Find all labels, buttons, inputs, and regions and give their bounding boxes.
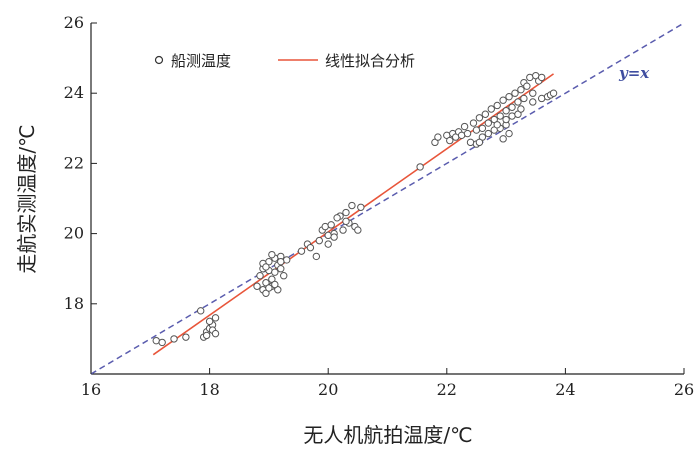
scatter-point: [262, 263, 270, 271]
scatter-point: [324, 240, 332, 248]
scatter-point: [472, 126, 481, 134]
scatter-point: [357, 203, 365, 211]
scatter-point: [478, 124, 487, 133]
scatter-point: [475, 114, 484, 122]
reference-line-y-equals-x: [90, 22, 685, 375]
scatter-point: [342, 208, 350, 217]
scatter-point: [277, 257, 285, 266]
y-tick-label: 26: [64, 13, 84, 32]
scatter-point: [537, 94, 546, 103]
scatter-point: [487, 105, 495, 113]
scatter-point: [271, 280, 279, 289]
scatter-point: [327, 221, 335, 229]
scatter-point: [182, 333, 190, 341]
legend-marker-points: [154, 55, 164, 65]
scatter-point: [493, 121, 501, 129]
scatter-point: [549, 89, 558, 97]
scatter-point: [324, 231, 332, 240]
scatter-point: [529, 89, 537, 97]
scatter-point: [463, 129, 472, 138]
tick-layer: 16 18 20 22 24 26 18 20 22 24 26: [64, 13, 695, 399]
scatter-point: [505, 93, 513, 101]
scatter-point: [253, 282, 261, 290]
scatter-point: [499, 96, 507, 104]
scatter-point: [339, 226, 347, 234]
scatter-point: [475, 138, 484, 147]
scatter-point: [416, 163, 424, 171]
scatter-point: [197, 307, 205, 315]
scatter-point: [211, 314, 220, 322]
scatter-point: [508, 112, 516, 120]
y-tick-label: 24: [64, 83, 84, 102]
scatter-point: [282, 256, 291, 264]
scatter-point: [469, 119, 478, 127]
scatter-point: [537, 73, 546, 82]
scatter-point: [446, 136, 454, 145]
scatter-point: [265, 284, 273, 292]
scatter-point: [354, 226, 362, 234]
scatter-point: [526, 73, 534, 82]
reference-line-layer: [90, 22, 685, 375]
axes: [90, 23, 684, 375]
scatter-point: [256, 272, 264, 280]
scatter-point: [484, 119, 493, 127]
scatter-point: [484, 129, 493, 138]
scatter-point: [434, 133, 442, 141]
scatter-point: [508, 103, 516, 111]
y-tick-label: 22: [64, 153, 84, 172]
x-tick-label: 20: [318, 380, 338, 399]
scatter-point: [514, 98, 522, 106]
scatter-point: [152, 336, 160, 345]
scatter-point: [202, 331, 211, 340]
reference-line-label: y=x: [618, 64, 650, 82]
scatter-point: [481, 110, 490, 118]
scatter-point: [342, 217, 350, 226]
scatter-point: [330, 233, 338, 241]
scatter-point: [460, 122, 469, 131]
y-axis-title: 走航实测温度/℃: [15, 124, 39, 273]
scatter-point: [348, 201, 356, 210]
scatter-point: [333, 214, 341, 222]
scatter-point: [280, 272, 288, 280]
scatter-point: [529, 98, 537, 106]
y-tick-label: 20: [64, 224, 84, 243]
scatter-point: [277, 265, 285, 273]
scatter-point: [312, 252, 321, 261]
x-tick-label: 18: [199, 380, 219, 399]
scatter-point: [493, 101, 501, 110]
scatter-point: [321, 222, 329, 231]
x-tick-label: 26: [674, 380, 694, 399]
legend: 船测温度 线性拟合分析: [154, 52, 415, 70]
y-tick-label: 18: [64, 294, 84, 313]
legend-label-fit-line: 线性拟合分析: [325, 52, 415, 70]
scatter-point: [297, 247, 306, 255]
scatter-point: [502, 115, 510, 124]
scatter-point: [466, 138, 475, 147]
scatter-point: [457, 131, 466, 140]
scatter-point: [211, 329, 220, 338]
scatter-point: [517, 105, 525, 113]
scatter-points-layer: [152, 71, 558, 347]
scatter-point: [517, 85, 525, 94]
scatter-point: [520, 94, 528, 103]
scatter-point: [502, 107, 510, 115]
x-axis-title: 无人机航拍温度/℃: [303, 423, 472, 447]
x-tick-label: 24: [555, 380, 575, 399]
scatter-point: [523, 82, 531, 90]
scatter-point: [511, 89, 519, 97]
x-tick-label: 22: [437, 380, 457, 399]
scatter-point: [271, 268, 279, 276]
scatter-point: [505, 129, 513, 138]
scatter-point: [499, 135, 507, 143]
legend-label-points: 船测温度: [171, 52, 231, 70]
x-tick-label: 16: [81, 380, 101, 399]
scatter-point: [306, 243, 315, 252]
scatter-point: [315, 236, 324, 245]
scatter-point: [496, 112, 504, 120]
scatter-point: [158, 338, 166, 347]
scatter-point: [170, 335, 178, 343]
scatter-point: [268, 250, 276, 259]
scatter-point: [205, 317, 214, 326]
